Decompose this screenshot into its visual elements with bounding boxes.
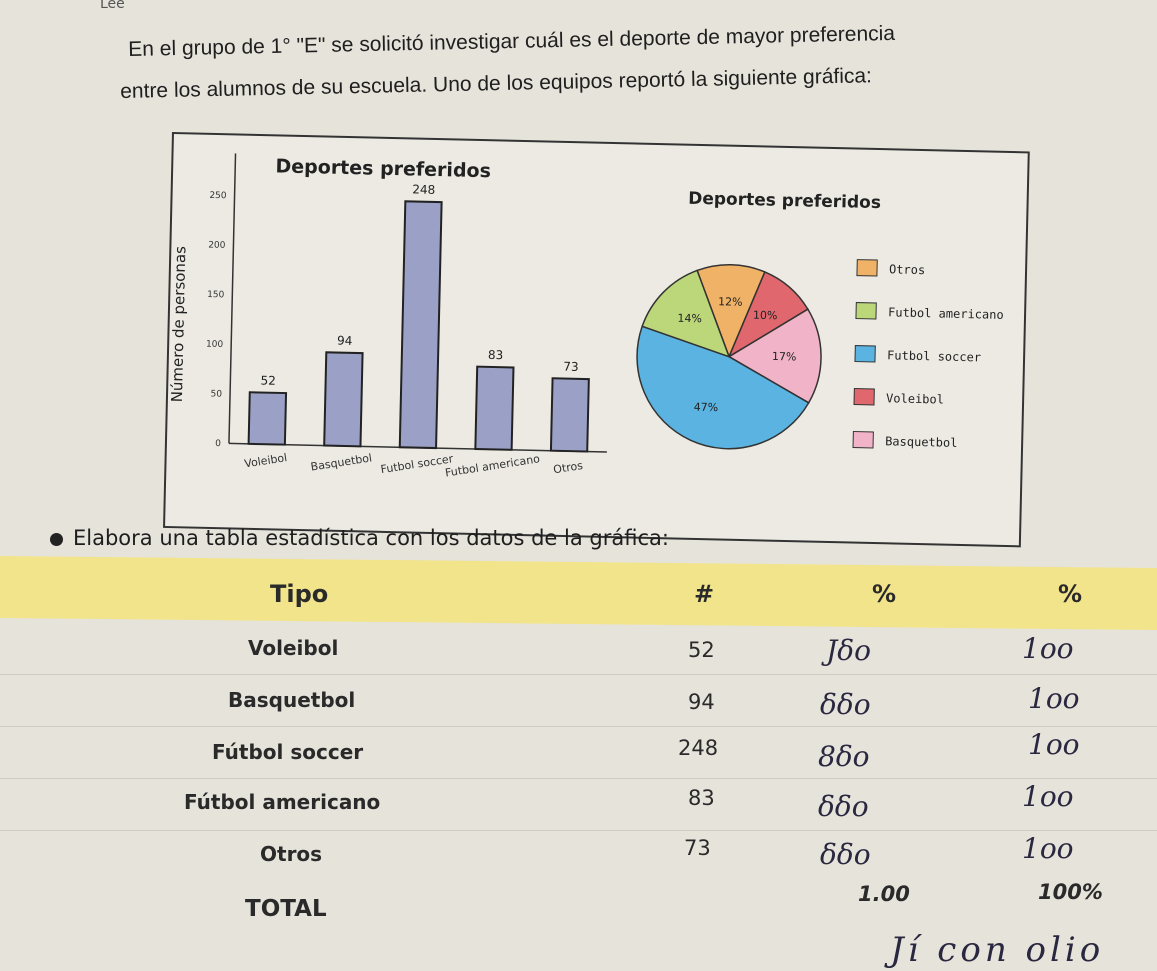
legend-label: Otros — [889, 262, 925, 277]
row-percent-1: δδo — [820, 688, 871, 721]
intro-line-2: entre los alumnos de su escuela. Uno de … — [120, 64, 873, 103]
pie-slice-label: 17% — [772, 350, 797, 364]
y-tick-label: 250 — [209, 191, 227, 201]
total-percent-1: 1.00 — [858, 882, 910, 906]
legend-swatch — [855, 302, 877, 320]
bar-chart-bars — [247, 200, 590, 453]
pie-slice-label: 12% — [718, 295, 743, 309]
row-tipo: Voleibol — [248, 636, 339, 660]
intro-line-1: En el grupo de 1° "E" se solicitó invest… — [128, 21, 896, 61]
bar-chart-y-ticks: 0 50 100 150 200 250 — [206, 191, 227, 449]
header-percent-1: % — [872, 580, 897, 608]
row-divider — [0, 674, 1157, 675]
header-tipo: Tipo — [270, 580, 329, 608]
bar-chart-value-labels: 52 94 248 83 73 — [260, 182, 579, 387]
pie-chart-legend: Otros Futbol americano Futbol soccer Voleib… — [852, 259, 1004, 450]
pie-slice-label: 47% — [694, 401, 719, 415]
row-percent-2: 1oo — [1022, 832, 1074, 865]
row-count: 94 — [688, 690, 715, 714]
row-tipo: Fútbol soccer — [212, 740, 364, 764]
bar — [549, 377, 590, 453]
top-note: Lee — [100, 0, 125, 12]
legend-swatch — [854, 345, 876, 363]
legend-swatch — [856, 259, 878, 277]
row-percent-1: δδo — [820, 838, 871, 871]
bar-category-label: Futbol americano — [444, 452, 541, 479]
row-tipo: Fútbol americano — [184, 790, 381, 814]
row-tipo: Otros — [260, 842, 323, 866]
statistics-table: Tipo # % % Voleibol 52 Jδo 1oo Basquetbo… — [0, 555, 1157, 922]
legend-label: Basquetbol — [885, 434, 958, 450]
bar-value-label: 73 — [563, 360, 579, 374]
pie-slice — [727, 308, 822, 404]
legend-label: Voleibol — [886, 391, 944, 406]
row-percent-2: 1oo — [1028, 728, 1080, 761]
row-percent-1: Jδo — [826, 634, 871, 667]
pie-chart-title: Deportes preferidos — [688, 189, 881, 213]
pie-slice — [696, 263, 766, 359]
pie-slice-label: 14% — [677, 312, 702, 326]
row-count: 52 — [688, 638, 715, 662]
bullet-icon — [50, 532, 63, 546]
bar — [247, 391, 288, 446]
row-percent-2: 1oo — [1028, 682, 1080, 715]
total-percent-2: 100% — [1038, 880, 1103, 904]
y-tick-label: 150 — [207, 290, 225, 300]
row-percent-2: 1oo — [1022, 780, 1074, 813]
row-percent-1: δδo — [818, 790, 869, 823]
y-tick-label: 0 — [215, 439, 221, 449]
header-percent-2: % — [1058, 580, 1083, 608]
bar-chart-ylabel: Número de personas — [168, 246, 190, 403]
row-count: 73 — [684, 836, 711, 860]
pie-slice-label: 10% — [753, 309, 778, 323]
pie-chart-slices — [636, 263, 822, 450]
row-count: 248 — [678, 736, 719, 760]
bar-category-label: Futbol soccer — [380, 452, 455, 476]
pie-slice — [636, 325, 810, 450]
row-divider — [0, 778, 1157, 779]
bar-value-label: 248 — [412, 182, 435, 197]
legend-label: Futbol americano — [888, 305, 1004, 322]
legend-swatch — [852, 431, 874, 449]
y-tick-label: 100 — [206, 340, 224, 350]
row-percent-2: 1oo — [1022, 632, 1074, 665]
bar-category-label: Basquetbol — [310, 451, 373, 473]
y-tick-label: 200 — [208, 240, 226, 250]
bar-value-label: 83 — [488, 348, 504, 362]
total-label: TOTAL — [245, 896, 327, 922]
row-divider — [0, 830, 1157, 831]
row-divider — [0, 726, 1157, 727]
row-percent-1: 8δo — [818, 740, 870, 773]
row-tipo: Basquetbol — [228, 688, 356, 712]
pie-slice — [641, 269, 731, 358]
header-count: # — [694, 580, 715, 608]
y-tick-label: 50 — [210, 389, 222, 399]
bottom-handwriting: Jí con olio — [890, 930, 1105, 970]
bar — [323, 351, 364, 448]
legend-label: Futbol soccer — [887, 348, 981, 364]
bar-value-label: 94 — [337, 334, 353, 348]
pie-chart-slice-labels: 12% 10% 17% 47% 14% — [677, 295, 797, 415]
bar-value-label: 52 — [260, 373, 276, 387]
bar — [474, 365, 515, 451]
bar-category-label: Otros — [552, 459, 584, 476]
row-count: 83 — [688, 786, 715, 810]
instruction: Elabora una tabla estadística con los da… — [50, 526, 669, 550]
bar — [398, 200, 443, 450]
table-header-band — [0, 555, 1157, 631]
bar-category-label: Voleibol — [243, 451, 288, 470]
bar-chart-title: Deportes preferidos — [275, 155, 491, 182]
y-axis-line — [228, 153, 237, 444]
chart-figure: Deportes preferidos Número de personas 0… — [163, 132, 1030, 548]
instruction-text: Elabora una tabla estadística con los da… — [73, 526, 669, 550]
legend-swatch — [853, 388, 875, 406]
charts-svg: Deportes preferidos Número de personas 0… — [168, 153, 1004, 480]
